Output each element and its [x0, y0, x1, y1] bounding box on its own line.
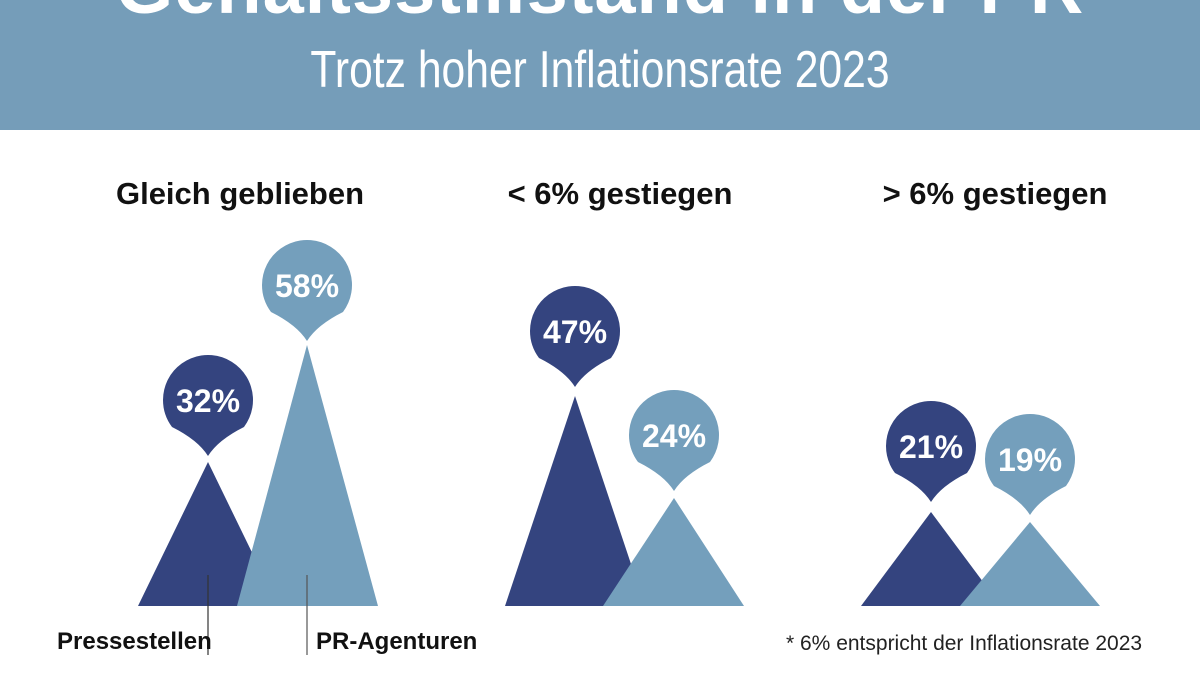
- page-subtitle: Trotz hoher Inflationsrate 2023: [310, 41, 890, 99]
- bubble-pr-agenturen: 58%: [262, 240, 352, 341]
- group-label-gleich-geblieben: Gleich geblieben: [115, 176, 365, 211]
- bubble-pressestellen: 21%: [886, 401, 976, 502]
- svg-text:24%: 24%: [642, 418, 706, 454]
- group-label-unter-6-gestiegen: < 6% gestiegen: [507, 176, 733, 211]
- triangle-pr-agenturen: [603, 498, 744, 606]
- group-ueber-6-gestiegen: 21% 19%: [861, 401, 1100, 606]
- svg-text:21%: 21%: [899, 429, 963, 465]
- header-banner: Gehaltsstillstand in der PR Trotz hoher …: [0, 0, 1200, 130]
- svg-text:19%: 19%: [998, 442, 1062, 478]
- svg-text:47%: 47%: [543, 314, 607, 350]
- bubble-pressestellen: 32%: [163, 355, 253, 456]
- triangle-pr-agenturen: [960, 522, 1100, 606]
- legend-label-pressestellen: Pressestellen: [57, 628, 212, 655]
- triangle-pressestellen: [861, 512, 1001, 606]
- triangle-pressestellen: [505, 396, 645, 606]
- bubble-pr-agenturen: 19%: [985, 414, 1075, 515]
- bubble-pr-agenturen: 24%: [629, 390, 719, 491]
- svg-text:58%: 58%: [275, 268, 339, 304]
- legend-label-pr-agenturen: PR-Agenturen: [316, 628, 478, 655]
- footnote: * 6% entspricht der Inflationsrate 2023: [786, 632, 1143, 655]
- triangle-pr-agenturen: [237, 345, 378, 606]
- bubble-pressestellen: 47%: [530, 286, 620, 387]
- triangle-pressestellen: [138, 462, 278, 606]
- group-unter-6-gestiegen: 47% 24%: [505, 286, 744, 606]
- group-gleich-geblieben: 32% 58%: [138, 240, 378, 655]
- page-title: Gehaltsstillstand in der PR: [0, 0, 1200, 28]
- svg-text:32%: 32%: [176, 383, 240, 419]
- group-label-ueber-6-gestiegen: > 6% gestiegen: [882, 176, 1108, 211]
